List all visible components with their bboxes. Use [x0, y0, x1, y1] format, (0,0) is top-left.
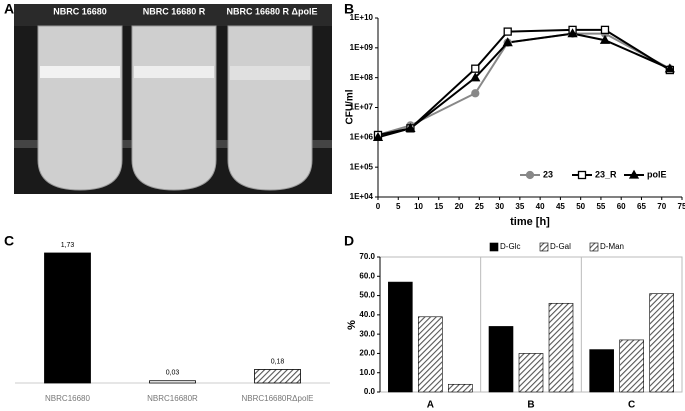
legend-label: polE [647, 169, 667, 179]
legend-label: D-Gal [550, 242, 571, 251]
y-tick-label: 30.0 [359, 329, 375, 338]
point [664, 63, 675, 73]
x-tick-label: 15 [434, 202, 443, 211]
y-tick-label: 1E+08 [350, 73, 374, 82]
bar [619, 339, 644, 393]
x-tick-label: 35 [515, 202, 524, 211]
point [405, 123, 416, 133]
bar [548, 302, 574, 393]
point [600, 25, 610, 35]
panel-letter: C [4, 233, 14, 249]
value-label: 0,18 [271, 358, 285, 365]
y-tick-label: 1E+05 [350, 162, 374, 171]
bar [418, 316, 443, 393]
point [599, 34, 611, 44]
y-tick-label: 40.0 [359, 310, 375, 319]
x-tick-label: 70 [657, 202, 666, 211]
series-line [377, 32, 671, 139]
y-tick-label: 1E+07 [350, 103, 374, 112]
x-tick-label: 60 [617, 202, 626, 211]
legend-swatch [489, 242, 499, 252]
bar [589, 349, 614, 393]
bar [44, 252, 91, 384]
legend-marker [525, 170, 535, 180]
x-tick-label: C [628, 400, 635, 411]
photo-label: NBRC 16680 R [143, 6, 206, 16]
y-tick-label: 60.0 [359, 271, 375, 280]
bar [518, 353, 544, 393]
value-label: 1,73 [61, 242, 75, 249]
x-tick-label: B [527, 400, 534, 411]
x-tick-label: 20 [455, 202, 464, 211]
panel-letter: A [4, 1, 14, 17]
y-tick-label: 1E+06 [350, 132, 374, 141]
y-tick-label: 1E+10 [350, 13, 374, 22]
point [503, 27, 512, 36]
legend-label: D-Glc [500, 242, 520, 251]
panel-letter: D [344, 233, 354, 249]
y-tick-label: 20.0 [359, 349, 375, 358]
y-tick-label: 1E+09 [350, 43, 374, 52]
x-tick-label: 40 [536, 202, 545, 211]
bar [448, 383, 473, 393]
point [372, 132, 384, 141]
bar [149, 380, 196, 384]
legend-label: D-Man [600, 242, 624, 251]
y-tick-label: 70.0 [359, 252, 375, 261]
photo-label: NBRC 16680 [53, 6, 107, 16]
bar [254, 369, 301, 384]
point [567, 28, 578, 38]
x-tick-label: 10 [414, 202, 423, 211]
point [470, 72, 481, 82]
x-tick-label: 75 [678, 202, 685, 211]
legend-label: 23_R [595, 169, 617, 179]
y-tick-label: 0.0 [364, 387, 376, 396]
photo-label: NBRC 16680 R ΔpolE [227, 6, 318, 16]
y-tick-label: 1E+04 [350, 192, 374, 201]
y-tick-label: 10.0 [359, 368, 375, 377]
x-axis-label: time [h] [510, 216, 550, 228]
y-tick-label: 50.0 [359, 291, 375, 300]
y-axis-label: CFU/ml [345, 89, 356, 124]
legend-marker [628, 169, 640, 179]
bar [649, 293, 674, 393]
x-tick-label: 55 [596, 202, 605, 211]
x-tick-label: 45 [556, 202, 565, 211]
x-tick-label: 25 [475, 202, 484, 211]
x-tick-label: 50 [576, 202, 585, 211]
point [502, 37, 513, 47]
x-tick-label: A [427, 400, 434, 411]
bar [488, 326, 514, 393]
legend-swatch [589, 242, 599, 252]
point [471, 64, 480, 73]
x-tick-label: NBRC16680R [147, 394, 198, 403]
x-tick-label: 5 [396, 202, 401, 211]
photo: NBRC 16680 NBRC 16680 R NBRC 16680 R Δpo… [14, 4, 332, 194]
legend-swatch [539, 242, 549, 252]
point [471, 89, 480, 98]
x-tick-label: 30 [495, 202, 504, 211]
x-tick-label: NBRC16680RΔpolE [241, 394, 313, 403]
y-axis-label: % [346, 320, 358, 330]
legend-label: 23 [543, 169, 553, 179]
panel-letter: B [344, 1, 354, 17]
x-tick-label: 65 [637, 202, 646, 211]
legend-marker [577, 170, 587, 180]
x-tick-label: 0 [376, 202, 381, 211]
value-label: 0,03 [166, 370, 180, 377]
x-tick-label: NBRC16680 [45, 394, 90, 403]
bar [388, 281, 413, 393]
